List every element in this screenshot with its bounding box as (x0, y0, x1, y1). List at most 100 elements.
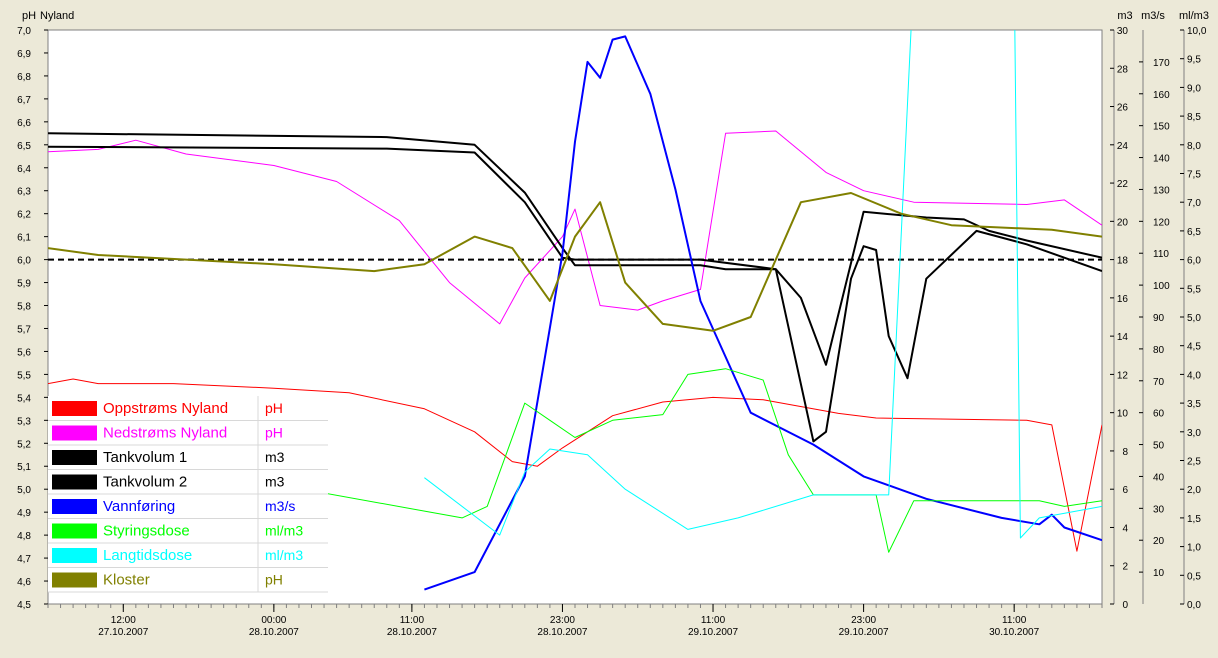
axes-layer: 4,5 4,6 4,7 4,8 4,9 5,0 5,1 5,2 5,3 5,4 5,5 5,6 5,7 5… (17, 26, 1207, 638)
m3-axis-unit: m3 (1117, 10, 1132, 22)
m3-axis-tick-label: 22 (1117, 179, 1129, 190)
x-axis-date-label: 29.10.2007 (688, 627, 738, 638)
ph-axis-tick-label: 5,0 (17, 485, 31, 496)
legend-swatch (52, 499, 97, 514)
legend-series-unit: m3 (265, 474, 285, 490)
mlm3-axis-tick-label: 4,5 (1187, 342, 1201, 353)
x-axis-time-label: 11:00 (400, 615, 425, 626)
m3-axis-tick-label: 2 (1122, 562, 1128, 573)
series-line-0 (48, 378, 1102, 552)
mlm3-axis-tick-label: 1,5 (1187, 514, 1201, 525)
legend-swatch (52, 572, 97, 588)
x-axis-time-label: 11:00 (701, 615, 726, 626)
ph-axis-tick-label: 5,4 (17, 393, 31, 404)
x-axis-time-label: 23:00 (550, 615, 575, 626)
mlm3-axis-tick-label: 5,0 (1187, 313, 1201, 324)
ph-axis-unit: pH (22, 10, 36, 22)
m3s-axis-tick-label: 140 (1153, 154, 1170, 165)
ph-axis-tick-label: 4,5 (17, 600, 31, 611)
mlm3-axis-tick-label: 6,0 (1187, 256, 1201, 267)
legend-swatch (52, 425, 97, 441)
m3s-axis-tick-label: 40 (1153, 472, 1165, 483)
x-axis-time-label: 12:00 (111, 615, 136, 626)
mlm3-axis-unit: ml/m3 (1179, 10, 1209, 22)
chart-title: Nyland (40, 10, 74, 22)
m3s-axis-tick-label: 110 (1153, 249, 1169, 260)
ph-axis-tick-label: 5,5 (17, 370, 31, 381)
m3-axis-tick-label: 16 (1117, 294, 1129, 305)
mlm3-axis-tick-label: 5,5 (1187, 284, 1201, 295)
legend-series-unit: m3/s (265, 498, 295, 514)
series-line-4 (424, 35, 1102, 591)
mlm3-axis-tick-label: 2,5 (1187, 457, 1201, 468)
m3-axis-tick-label: 18 (1117, 256, 1129, 267)
series-layer (48, 30, 1102, 591)
ph-axis-tick-label: 6,4 (17, 164, 31, 175)
ph-axis-tick-label: 5,1 (17, 462, 31, 473)
ph-axis-tick-label: 6,6 (17, 118, 31, 129)
m3s-axis-unit: m3/s (1141, 10, 1165, 22)
series-line-6 (424, 30, 1102, 539)
legend-series-name: Vannføring (103, 498, 175, 515)
m3s-axis-tick-label: 50 (1153, 441, 1165, 452)
m3s-axis-tick-label: 70 (1153, 377, 1165, 388)
legend-series-unit: pH (265, 425, 283, 441)
legend-series-name: Nedstrøms Nyland (103, 425, 227, 442)
m3-axis-tick-label: 12 (1117, 370, 1129, 381)
m3-axis-tick-label: 10 (1117, 409, 1129, 420)
ph-axis-tick-label: 6,2 (17, 210, 31, 221)
mlm3-axis-tick-label: 4,0 (1187, 370, 1201, 381)
m3-axis-tick-label: 14 (1117, 332, 1129, 343)
x-axis-date-label: 27.10.2007 (98, 627, 148, 638)
legend-series-name: Tankvolum 2 (103, 474, 187, 491)
mlm3-axis-tick-label: 2,0 (1187, 485, 1201, 496)
ph-axis-tick-label: 5,8 (17, 302, 31, 313)
m3-axis-tick-label: 4 (1122, 523, 1128, 534)
legend-series-unit: ml/m3 (265, 547, 303, 563)
legend-swatch (52, 548, 97, 563)
legend: Oppstrøms Nyland pH Nedstrøms Nyland pH Tank… (48, 396, 328, 593)
legend-series-name: Tankvolum 1 (103, 449, 187, 466)
legend-swatch (52, 523, 97, 539)
m3-axis-tick-label: 28 (1117, 64, 1129, 75)
legend-swatch (52, 474, 97, 490)
series-line-7 (48, 192, 1102, 332)
mlm3-axis-tick-label: 1,0 (1187, 543, 1201, 554)
m3s-axis-tick-label: 170 (1153, 58, 1170, 69)
legend-series-name: Langtidsdose (103, 547, 192, 564)
series-line-2 (48, 132, 1102, 366)
mlm3-axis-tick-label: 8,0 (1187, 141, 1201, 152)
m3s-axis-tick-label: 90 (1153, 313, 1165, 324)
m3s-axis-tick-label: 10 (1153, 568, 1165, 579)
legend-swatch (52, 450, 97, 465)
mlm3-axis-tick-label: 9,0 (1187, 83, 1201, 94)
m3s-axis-tick-label: 100 (1153, 281, 1170, 292)
mlm3-axis-tick-label: 3,5 (1187, 399, 1201, 410)
m3s-axis-tick-label: 150 (1153, 122, 1170, 133)
legend-series-name: Oppstrøms Nyland (103, 400, 228, 417)
mlm3-axis-tick-label: 9,5 (1187, 55, 1201, 66)
mlm3-axis-tick-label: 3,0 (1187, 428, 1201, 439)
m3-axis-tick-label: 0 (1122, 600, 1128, 611)
x-axis-date-label: 29.10.2007 (839, 627, 889, 638)
m3s-axis-tick-label: 80 (1153, 345, 1165, 356)
x-axis-time-label: 23:00 (851, 615, 876, 626)
ph-axis-tick-label: 6,5 (17, 141, 31, 152)
ph-axis-tick-label: 7,0 (17, 26, 31, 37)
x-axis-time-label: 00:00 (261, 615, 286, 626)
series-line-1 (48, 130, 1102, 325)
x-axis-date-label: 30.10.2007 (989, 627, 1039, 638)
ph-axis-tick-label: 5,9 (17, 279, 31, 290)
x-axis-date-label: 28.10.2007 (537, 627, 587, 638)
ph-axis-tick-label: 5,6 (17, 347, 31, 358)
m3-axis-tick-label: 20 (1117, 217, 1129, 228)
ph-axis-tick-label: 5,2 (17, 439, 31, 450)
mlm3-axis-tick-label: 7,0 (1187, 198, 1201, 209)
x-axis-date-label: 28.10.2007 (387, 627, 437, 638)
x-axis-time-label: 11:00 (1002, 615, 1027, 626)
m3s-axis-tick-label: 120 (1153, 217, 1170, 228)
ph-axis-tick-label: 6,3 (17, 187, 31, 198)
m3s-axis-tick-label: 60 (1153, 409, 1165, 420)
